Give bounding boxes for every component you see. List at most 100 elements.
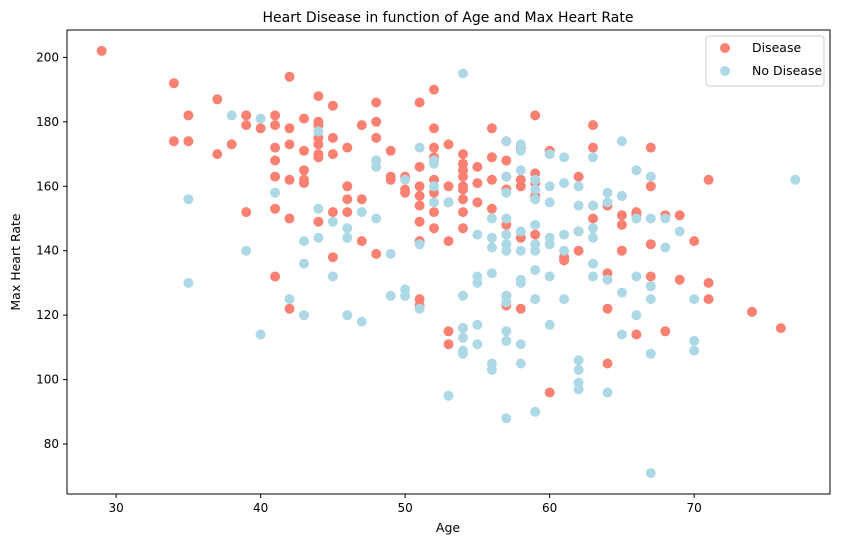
- point-no-disease: [501, 171, 512, 182]
- point-no-disease: [183, 194, 194, 205]
- point-no-disease: [530, 265, 541, 276]
- point-disease: [645, 239, 656, 250]
- point-no-disease: [486, 242, 497, 253]
- point-no-disease: [544, 181, 555, 192]
- point-disease: [775, 323, 786, 334]
- point-disease: [559, 255, 570, 266]
- point-no-disease: [486, 364, 497, 375]
- point-disease: [299, 178, 309, 189]
- point-disease: [327, 100, 338, 111]
- point-no-disease: [486, 232, 497, 243]
- x-axis-label: Age: [436, 520, 460, 535]
- point-disease: [342, 142, 353, 153]
- point-no-disease: [660, 242, 671, 253]
- legend-marker-disease: [720, 43, 730, 53]
- point-no-disease: [689, 345, 700, 356]
- point-no-disease: [313, 232, 324, 243]
- point-no-disease: [501, 136, 512, 147]
- point-disease: [270, 120, 281, 131]
- point-disease: [414, 97, 425, 108]
- point-no-disease: [501, 245, 512, 256]
- point-disease: [371, 248, 382, 259]
- legend-frame: [705, 35, 825, 87]
- point-no-disease: [631, 271, 642, 282]
- point-disease: [501, 155, 512, 166]
- point-no-disease: [429, 181, 439, 192]
- point-no-disease: [515, 145, 526, 156]
- point-no-disease: [588, 200, 598, 211]
- point-disease: [588, 213, 598, 224]
- point-disease: [371, 132, 382, 143]
- point-disease: [241, 110, 252, 121]
- point-no-disease: [559, 245, 570, 256]
- point-disease: [414, 190, 425, 201]
- point-disease: [515, 303, 526, 314]
- point-disease: [458, 194, 468, 205]
- y-tick-label: 100: [36, 373, 59, 387]
- point-no-disease: [559, 152, 570, 163]
- point-disease: [429, 84, 439, 95]
- point-disease: [458, 223, 468, 234]
- point-no-disease: [602, 274, 613, 285]
- point-disease: [356, 194, 367, 205]
- point-no-disease: [356, 316, 367, 327]
- point-disease: [241, 120, 252, 131]
- point-no-disease: [631, 165, 642, 176]
- point-no-disease: [429, 155, 439, 166]
- point-no-disease: [241, 245, 252, 256]
- point-disease: [313, 152, 324, 163]
- point-no-disease: [371, 213, 382, 224]
- x-tick-label: 50: [398, 501, 413, 515]
- y-tick-label: 140: [36, 244, 59, 258]
- point-no-disease: [183, 277, 194, 288]
- point-disease: [443, 181, 454, 192]
- point-no-disease: [486, 213, 497, 224]
- point-no-disease: [602, 197, 613, 208]
- point-no-disease: [544, 149, 555, 160]
- point-disease: [241, 207, 252, 218]
- point-disease: [168, 78, 179, 89]
- y-axis-label: Max Heart Rate: [8, 213, 23, 311]
- point-disease: [342, 207, 353, 218]
- point-no-disease: [645, 171, 656, 182]
- point-disease: [645, 142, 656, 153]
- point-disease: [284, 139, 295, 150]
- point-disease: [443, 326, 454, 337]
- point-disease: [458, 171, 468, 182]
- point-no-disease: [645, 348, 656, 359]
- point-no-disease: [573, 226, 584, 237]
- point-disease: [703, 277, 714, 288]
- point-no-disease: [270, 187, 281, 198]
- point-no-disease: [472, 339, 483, 350]
- point-no-disease: [226, 110, 237, 121]
- point-disease: [414, 216, 425, 227]
- y-axis-ticks: 80 100 120 140 160 180 200: [36, 50, 67, 451]
- point-no-disease: [660, 213, 671, 224]
- point-disease: [429, 123, 439, 134]
- point-no-disease: [400, 174, 411, 185]
- points-layer: [96, 45, 801, 479]
- y-tick-label: 120: [36, 308, 59, 322]
- point-no-disease: [602, 187, 613, 198]
- point-no-disease: [573, 355, 584, 366]
- point-no-disease: [385, 248, 396, 259]
- point-no-disease: [544, 239, 555, 250]
- point-no-disease: [588, 152, 598, 163]
- point-no-disease: [616, 287, 627, 298]
- point-no-disease: [356, 207, 367, 218]
- point-no-disease: [385, 290, 396, 301]
- point-disease: [703, 174, 714, 185]
- point-disease: [299, 145, 309, 156]
- point-no-disease: [299, 236, 309, 247]
- point-disease: [371, 116, 382, 127]
- legend-label-no-disease: No Disease: [752, 63, 822, 78]
- x-tick-label: 40: [253, 501, 268, 515]
- point-no-disease: [645, 468, 656, 479]
- point-disease: [327, 252, 338, 263]
- point-no-disease: [299, 258, 309, 269]
- point-disease: [472, 197, 483, 208]
- point-no-disease: [342, 310, 353, 321]
- point-disease: [429, 207, 439, 218]
- point-no-disease: [313, 203, 324, 214]
- point-no-disease: [458, 290, 468, 301]
